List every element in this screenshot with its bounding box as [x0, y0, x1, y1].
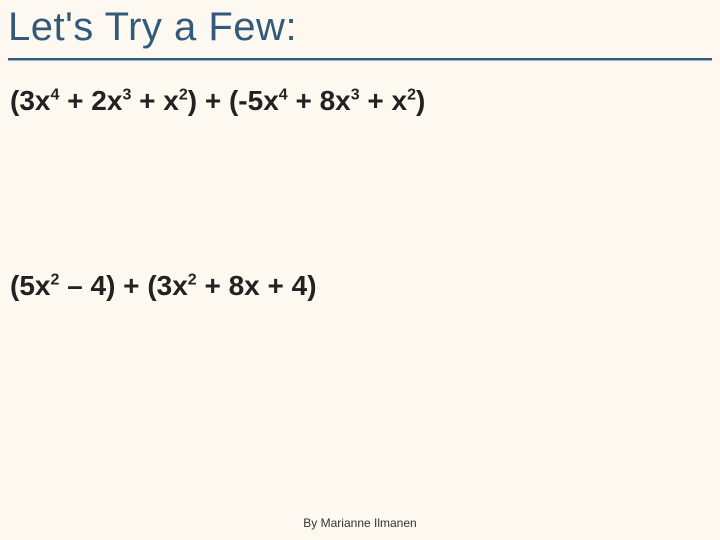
title-underline	[8, 58, 712, 61]
expression-1: (3x4 + 2x3 + x2) + (-5x4 + 8x3 + x2)	[10, 85, 425, 117]
slide-title: Let's Try a Few:	[8, 5, 297, 50]
slide: Let's Try a Few: (3x4 + 2x3 + x2) + (-5x…	[0, 0, 720, 540]
expression-2: (5x2 – 4) + (3x2 + 8x + 4)	[10, 270, 317, 302]
slide-footer: By Marianne Ilmanen	[0, 516, 720, 530]
